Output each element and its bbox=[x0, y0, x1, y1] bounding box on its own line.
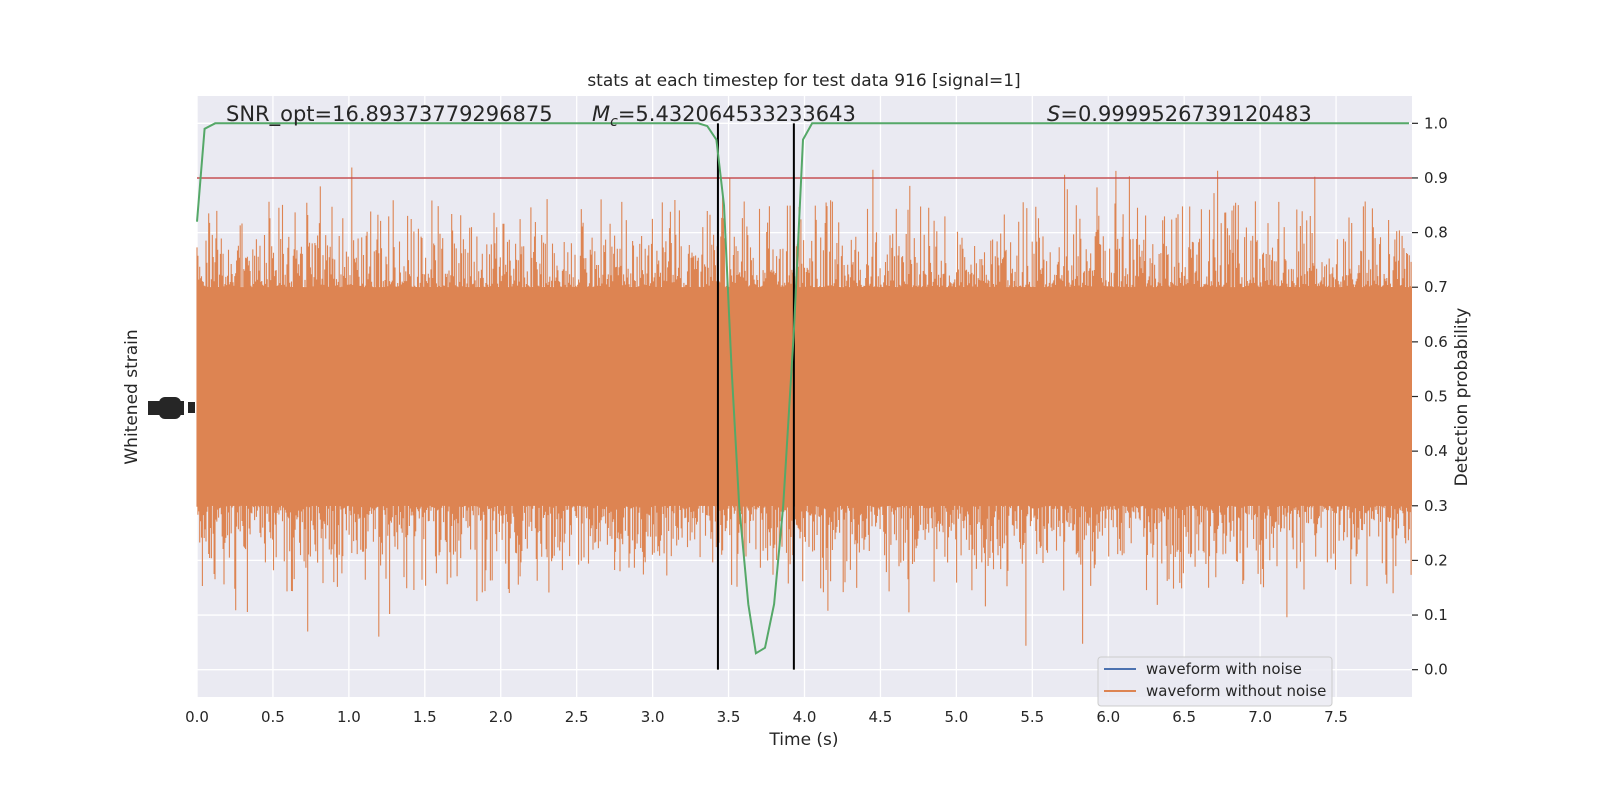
y-right-tick-label: 0.1 bbox=[1424, 606, 1448, 624]
y-right-tick-label: 1.0 bbox=[1424, 114, 1448, 132]
x-tick-label: 1.5 bbox=[413, 708, 437, 726]
y-right-tick-label: 0.3 bbox=[1424, 497, 1448, 515]
y-right-tick-label: 0.6 bbox=[1424, 333, 1448, 351]
lines-layer bbox=[196, 122, 1412, 670]
x-tick-label: 3.5 bbox=[717, 708, 741, 726]
y-right-tick-label: 0.8 bbox=[1424, 224, 1448, 242]
chart-title: stats at each timestep for test data 916… bbox=[587, 71, 1020, 91]
x-tick-label: 2.0 bbox=[489, 708, 513, 726]
legend-label-without-noise: waveform without noise bbox=[1146, 682, 1326, 700]
legend: waveform with noise waveform without noi… bbox=[1097, 656, 1333, 707]
detection-probability-line bbox=[196, 122, 1409, 655]
y-right-tick-label: 0.0 bbox=[1424, 661, 1448, 679]
legend-box bbox=[1097, 656, 1333, 707]
x-tick-label: 7.0 bbox=[1248, 708, 1272, 726]
x-tick-label: 1.0 bbox=[337, 708, 361, 726]
legend-label-with-noise: waveform with noise bbox=[1146, 660, 1302, 678]
y-right-tick-label: 0.7 bbox=[1424, 278, 1448, 296]
x-tick-label: 7.5 bbox=[1324, 708, 1348, 726]
y-axis-label-right: Detection probability bbox=[1452, 308, 1472, 487]
x-tick-label: 5.5 bbox=[1020, 708, 1044, 726]
x-tick-label: 0.0 bbox=[185, 708, 209, 726]
left-axis-overlap-ticks bbox=[148, 397, 195, 419]
x-tick-label: 6.0 bbox=[1096, 708, 1120, 726]
x-tick-label: 5.0 bbox=[944, 708, 968, 726]
y-axis-label-left: Whitened strain bbox=[122, 329, 142, 464]
y-right-tick-label: 0.4 bbox=[1424, 442, 1448, 460]
ticks-layer: 0.0 0.5 1.0 1.5 2.0 2.5 3.0 3.5 4.0 4.5 5.0 5.5 6.0 6… bbox=[185, 114, 1448, 726]
x-tick-label: 0.5 bbox=[261, 708, 285, 726]
x-tick-label: 4.5 bbox=[869, 708, 893, 726]
snr-annotation: SNR_opt=16.89373779296875 bbox=[226, 102, 553, 127]
s-annotation: S=0.9999526739120483 bbox=[1047, 102, 1312, 126]
noise-layer bbox=[196, 167, 1412, 646]
x-tick-label: 4.0 bbox=[793, 708, 817, 726]
y-right-tick-label: 0.2 bbox=[1424, 551, 1448, 569]
x-tick-label: 3.0 bbox=[641, 708, 665, 726]
mc-annotation: Mc=5.432064533233643 bbox=[592, 102, 856, 130]
x-tick-label: 6.5 bbox=[1172, 708, 1196, 726]
x-tick-label: 2.5 bbox=[565, 708, 589, 726]
y-right-tick-label: 0.9 bbox=[1424, 169, 1448, 187]
waveform-without-noise bbox=[196, 167, 1412, 646]
x-axis-label: Time (s) bbox=[768, 730, 838, 750]
y-right-tick-label: 0.5 bbox=[1424, 388, 1448, 406]
